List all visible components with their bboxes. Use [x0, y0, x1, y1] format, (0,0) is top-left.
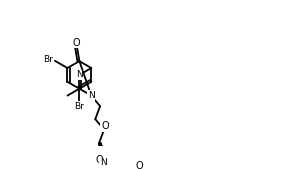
Text: Br: Br: [74, 102, 84, 111]
Text: N: N: [88, 91, 95, 100]
Text: Br: Br: [43, 55, 53, 64]
Text: O: O: [95, 155, 103, 165]
Text: N: N: [76, 70, 83, 79]
Text: O: O: [135, 161, 143, 169]
Text: O: O: [101, 121, 109, 131]
Text: O: O: [73, 38, 80, 48]
Text: N: N: [100, 158, 106, 167]
